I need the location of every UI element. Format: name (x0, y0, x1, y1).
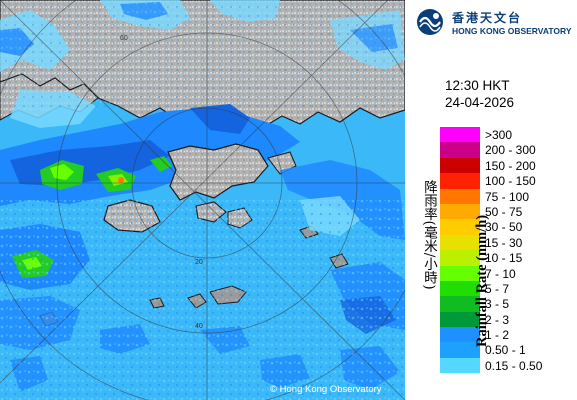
observation-date: 24-04-2026 (445, 95, 515, 110)
legend-range-label: 15 - 30 (485, 235, 523, 250)
org-name-english: HONG KONG OBSERVATORY (452, 26, 572, 36)
legend-range-label: 75 - 100 (485, 189, 530, 204)
legend-range-label: 5 - 7 (485, 281, 510, 296)
legend-row: 1 - 2 (440, 327, 577, 343)
range-rings (0, 0, 405, 400)
legend-swatch (440, 280, 480, 297)
legend-panel (405, 0, 577, 400)
legend-swatch (440, 173, 480, 189)
legend-range-label: 0.15 - 0.50 (485, 358, 543, 373)
ring-label-60: 60 (120, 35, 128, 42)
legend-range-label: >300 (485, 128, 513, 142)
legend-range-label: 30 - 50 (485, 220, 523, 235)
legend-row: 5 - 7 (440, 280, 577, 297)
timestamp: 12:30 HKT 24-04-2026 (445, 77, 514, 111)
legend-range-label: 0.50 - 1 (485, 343, 526, 358)
legend-swatch (440, 357, 480, 374)
legend-row: 50 - 75 (440, 203, 577, 220)
legend-range-label: 200 - 300 (485, 143, 536, 158)
legend-range-label: 100 - 150 (485, 174, 536, 189)
legend-range-label: 50 - 75 (485, 204, 523, 219)
copyright-text: © Hong Kong Observatory (270, 384, 382, 395)
legend-row: 75 - 100 (440, 188, 577, 204)
legend-range-label: 2 - 3 (485, 312, 510, 327)
legend-row: 150 - 200 (440, 157, 577, 174)
legend-row: 100 - 150 (440, 173, 577, 189)
legend-range-label: 3 - 5 (485, 297, 510, 312)
legend-swatch (440, 296, 480, 312)
legend-swatch (440, 157, 480, 174)
legend-title-english: Rainfall Rate (mm/h) (474, 214, 490, 347)
legend-range-label: 10 - 15 (485, 251, 523, 266)
legend-range-label: 1 - 2 (485, 328, 510, 343)
legend-range-label: 7 - 10 (485, 266, 516, 281)
radar-map[interactable]: 20 40 60 © Hong Kong Observatory (0, 0, 405, 400)
hko-logo: 香港天文台 HONG KONG OBSERVATORY (416, 6, 574, 42)
legend-row: 10 - 15 (440, 250, 577, 266)
legend-swatch (440, 265, 480, 281)
legend-row: 0.15 - 0.50 (440, 357, 577, 374)
legend-swatch (440, 342, 480, 358)
rain-overlay-north (0, 0, 405, 128)
legend-swatch (440, 327, 480, 343)
legend-row: 3 - 5 (440, 296, 577, 312)
legend-swatch (440, 142, 480, 158)
ring-label-20: 20 (195, 259, 203, 266)
observation-time: 12:30 HKT (445, 78, 510, 93)
legend-row: 7 - 10 (440, 265, 577, 281)
legend-swatch (440, 188, 480, 204)
legend-row: 2 - 3 (440, 311, 577, 328)
rain-scatter-south (0, 160, 405, 400)
hko-emblem-icon (417, 9, 443, 35)
rainfall-legend: >300 200 - 300 150 - 200 100 - 150 75 - 100 5… (440, 127, 577, 374)
legend-swatch (440, 250, 480, 266)
legend-range-label: 150 - 200 (485, 158, 536, 173)
legend-swatch (440, 311, 480, 328)
range-ring-labels: 20 40 60 (120, 35, 203, 330)
ring-label-40: 40 (195, 323, 203, 330)
legend-swatch (440, 234, 480, 251)
legend-title-chinese: 降雨率(毫米/小時) (421, 180, 437, 290)
legend-row: 30 - 50 (440, 219, 577, 235)
legend-row: >300 (440, 127, 577, 143)
legend-swatch (440, 203, 480, 220)
org-name-chinese: 香港天文台 (452, 11, 523, 25)
legend-row: 0.50 - 1 (440, 342, 577, 358)
legend-swatch (440, 127, 480, 143)
legend-swatch (440, 219, 480, 235)
legend-row: 200 - 300 (440, 142, 577, 158)
legend-row: 15 - 30 (440, 234, 577, 251)
